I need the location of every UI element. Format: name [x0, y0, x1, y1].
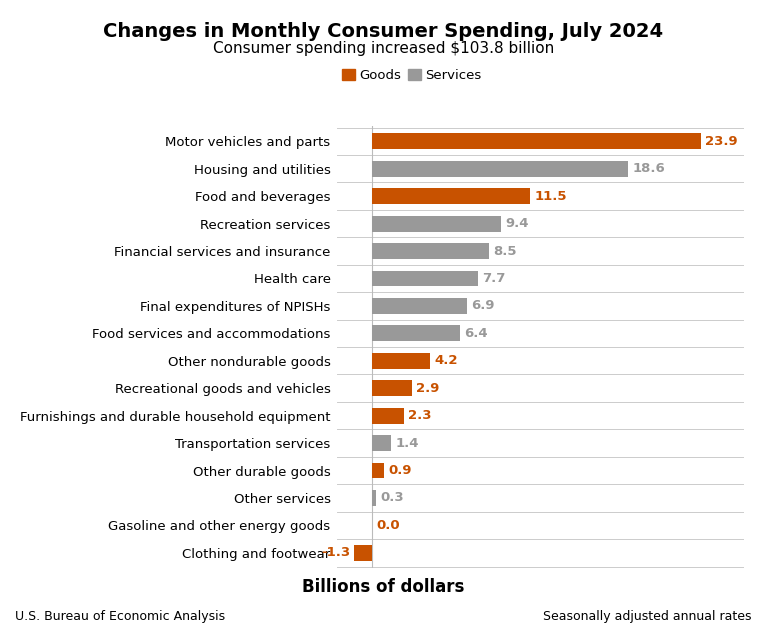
Bar [372, 408, 403, 423]
Text: 8.5: 8.5 [493, 245, 517, 257]
Text: 0.3: 0.3 [380, 492, 403, 504]
Bar [372, 188, 531, 204]
Text: 9.4: 9.4 [505, 217, 529, 230]
Text: 7.7: 7.7 [482, 272, 505, 285]
Text: 2.9: 2.9 [416, 382, 439, 395]
Text: 0.9: 0.9 [388, 464, 412, 477]
Bar [372, 216, 502, 232]
Text: Changes in Monthly Consumer Spending, July 2024: Changes in Monthly Consumer Spending, Ju… [104, 22, 663, 41]
Text: 6.4: 6.4 [464, 327, 488, 340]
Text: 11.5: 11.5 [535, 190, 567, 203]
Text: -1.3: -1.3 [321, 546, 350, 559]
Text: 6.9: 6.9 [471, 299, 495, 312]
Bar [372, 490, 376, 506]
Text: Seasonally adjusted annual rates: Seasonally adjusted annual rates [543, 610, 752, 623]
Text: 23.9: 23.9 [706, 135, 738, 148]
Bar [372, 380, 412, 396]
Bar [354, 545, 372, 561]
Bar [372, 243, 489, 259]
Text: U.S. Bureau of Economic Analysis: U.S. Bureau of Economic Analysis [15, 610, 225, 623]
Bar [372, 326, 460, 341]
Bar [372, 161, 628, 177]
Text: Consumer spending increased $103.8 billion: Consumer spending increased $103.8 billi… [213, 41, 554, 56]
Bar [372, 353, 430, 369]
Bar [372, 271, 478, 286]
Bar [372, 435, 391, 451]
Bar [372, 463, 384, 478]
Text: 2.3: 2.3 [408, 409, 431, 422]
Text: 4.2: 4.2 [434, 354, 457, 367]
Text: 1.4: 1.4 [395, 437, 419, 449]
Bar [372, 298, 467, 314]
Text: Billions of dollars: Billions of dollars [302, 578, 465, 596]
Text: 18.6: 18.6 [632, 162, 665, 175]
Text: 0.0: 0.0 [376, 519, 400, 532]
Bar [372, 133, 701, 150]
Legend: Goods, Services: Goods, Services [342, 69, 481, 82]
